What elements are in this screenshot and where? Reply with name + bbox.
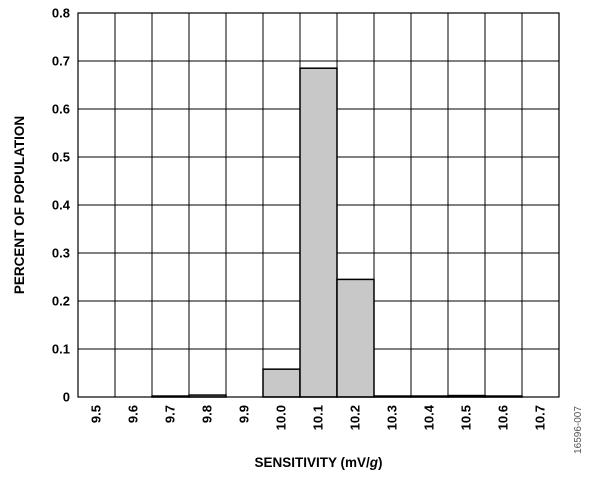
y-tick-label: 0.3 xyxy=(52,246,70,261)
x-axis-title: SENSITIVITY (mV/g) xyxy=(254,455,382,470)
x-axis-title-prefix: SENSITIVITY (mV/ xyxy=(254,455,370,470)
bar xyxy=(262,368,301,398)
bar xyxy=(299,67,338,398)
plot-frame xyxy=(77,12,560,398)
y-tick-label: 0 xyxy=(63,390,70,405)
x-tick-label: 10.0 xyxy=(274,405,289,430)
y-axis-title: PERCENT OF POPULATION xyxy=(12,116,27,294)
y-tick-label: 0.7 xyxy=(52,54,70,69)
y-tick-label: 0.8 xyxy=(52,6,70,21)
x-tick-label: 10.1 xyxy=(311,405,326,430)
y-tick-label: 0.5 xyxy=(52,150,70,165)
x-tick-label: 10.6 xyxy=(496,405,511,430)
y-tick-label: 0.4 xyxy=(52,198,71,213)
x-axis-title-italic: g xyxy=(369,455,379,470)
x-tick-label: 9.5 xyxy=(89,405,104,423)
figure-id: 16596-007 xyxy=(573,406,584,454)
x-tick-label: 10.5 xyxy=(459,405,474,430)
x-tick-label: 9.6 xyxy=(126,405,141,423)
y-tick-label: 0.2 xyxy=(52,294,70,309)
bar xyxy=(336,278,375,398)
x-tick-label: 10.7 xyxy=(533,405,548,430)
x-tick-labels: 9.5 9.6 9.7 9.8 9.9 10.0 10.1 10.2 10.3 10.4 10.5 1… xyxy=(89,404,548,430)
y-tick-labels: 0 0.1 0.2 0.3 0.4 0.5 0.6 0.7 0.8 xyxy=(52,6,71,405)
y-tick-label: 0.6 xyxy=(52,102,70,117)
x-tick-label: 10.2 xyxy=(348,405,363,430)
x-tick-label: 9.8 xyxy=(200,405,215,423)
bars xyxy=(151,67,523,398)
x-tick-label: 10.4 xyxy=(422,404,437,430)
x-tick-label: 9.7 xyxy=(163,405,178,423)
x-axis-title-suffix: ) xyxy=(378,455,383,470)
x-tick-label: 10.3 xyxy=(385,405,400,430)
y-tick-label: 0.1 xyxy=(52,342,70,357)
x-tick-label: 9.9 xyxy=(237,405,252,423)
